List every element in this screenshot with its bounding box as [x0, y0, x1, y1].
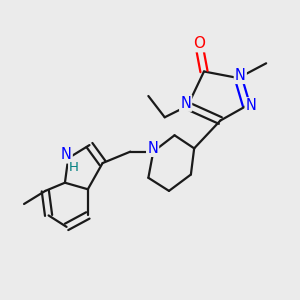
- Text: O: O: [193, 36, 205, 51]
- Text: N: N: [235, 68, 246, 83]
- Text: N: N: [61, 147, 72, 162]
- Text: N: N: [147, 141, 158, 156]
- Text: N: N: [180, 96, 191, 111]
- Text: N: N: [246, 98, 256, 113]
- Text: H: H: [69, 161, 79, 174]
